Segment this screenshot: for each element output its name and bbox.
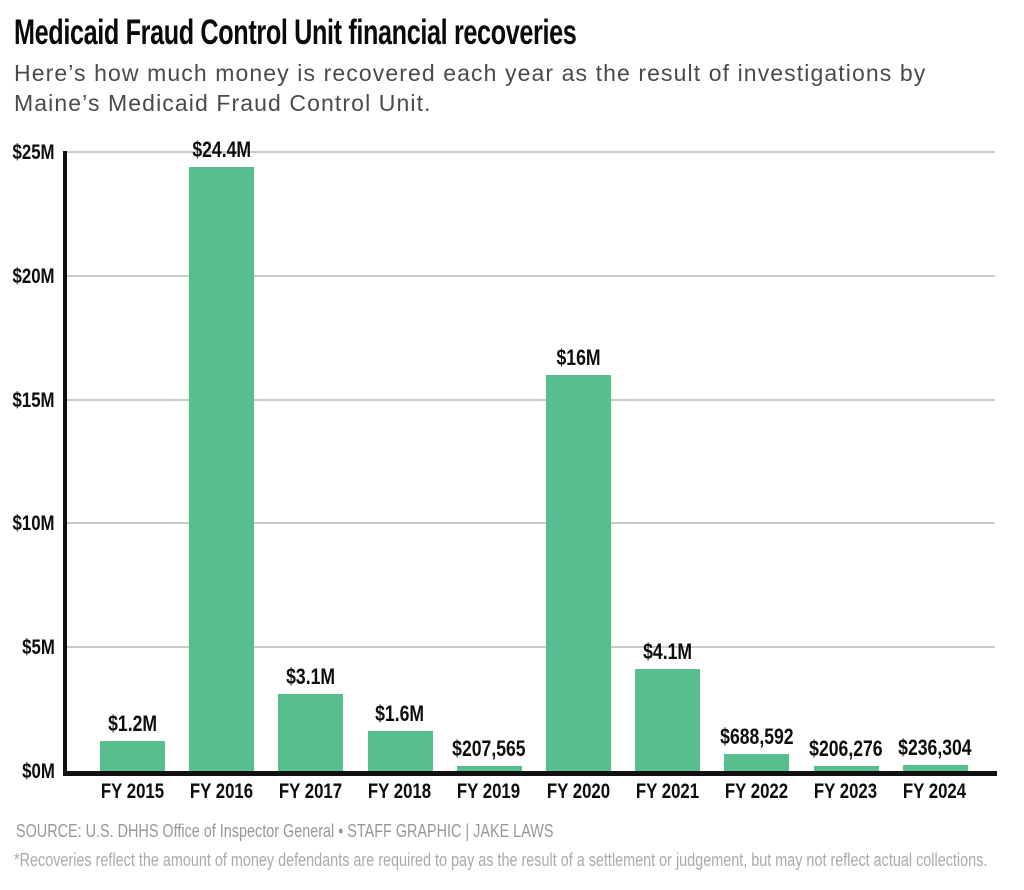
x-tick-label: FY 2021 [603, 780, 733, 804]
bar-value-label: $24.4M [137, 136, 307, 163]
bar-value-label: $1.6M [315, 700, 485, 727]
x-tick-label: FY 2024 [870, 780, 1000, 804]
x-tick-label: FY 2020 [514, 780, 644, 804]
x-tick-label: FY 2015 [68, 780, 198, 804]
bar-value-label: $16M [494, 344, 664, 371]
y-tick-text: $20M [12, 264, 55, 288]
y-tick-label: $0M [0, 759, 55, 784]
chart-subtitle: Here’s how much money is recovered each … [14, 60, 927, 116]
bar-value-text: $206,276 [809, 735, 883, 761]
bar-fy-2022 [724, 753, 789, 771]
y-tick-label: $25M [0, 140, 55, 165]
bar-value-text: $4.1M [643, 639, 693, 665]
x-axis [63, 771, 997, 776]
x-tick-text: FY 2020 [547, 780, 611, 803]
bar-value-text: $24.4M [192, 136, 252, 162]
bar-value-text: $3.1M [286, 664, 336, 690]
y-tick-label: $15M [0, 388, 55, 413]
bar-value-label: $207,565 [404, 735, 574, 762]
bar-fy-2023 [814, 765, 879, 771]
bar-value-label: $4.1M [583, 638, 753, 665]
y-tick-label: $10M [0, 511, 55, 536]
x-tick-text: FY 2021 [636, 780, 700, 803]
x-tick-text: FY 2015 [101, 780, 165, 803]
gridline-$25M [65, 151, 995, 153]
bar-value-label: $206,276 [761, 735, 931, 762]
gridline-$20M [65, 274, 995, 277]
source-line: SOURCE: U.S. DHHS Office of Inspector Ge… [16, 820, 1024, 842]
footnote-text: *Recoveries reflect the amount of money … [14, 850, 988, 870]
x-tick-text: FY 2022 [725, 780, 789, 803]
y-tick-text: $5M [22, 636, 55, 660]
bar-value-label: $688,592 [672, 723, 842, 750]
bar-fy-2018 [368, 731, 433, 771]
x-tick-text: FY 2023 [814, 780, 878, 803]
gridline-$5M [65, 646, 995, 649]
x-tick-label: FY 2019 [424, 780, 554, 804]
y-tick-label: $5M [0, 635, 55, 660]
bar-fy-2017 [278, 694, 343, 771]
bar-value-label: $236,304 [850, 734, 1020, 761]
bar-fy-2016 [189, 166, 254, 771]
y-tick-text: $15M [12, 388, 55, 412]
bar-value-text: $236,304 [898, 735, 972, 761]
bar-fy-2024 [903, 765, 968, 771]
bar-value-label: $3.1M [226, 663, 396, 690]
bar-fy-2019 [457, 765, 522, 771]
chart-title: Medicaid Fraud Control Unit financial re… [14, 12, 795, 54]
x-tick-label: FY 2022 [692, 780, 822, 804]
bar-value-text: $688,592 [720, 723, 794, 749]
x-tick-label: FY 2017 [246, 780, 376, 804]
source-text: SOURCE: U.S. DHHS Office of Inspector Ge… [16, 821, 554, 841]
y-tick-text: $25M [12, 141, 55, 164]
x-tick-text: FY 2019 [457, 780, 521, 803]
x-tick-text: FY 2024 [903, 780, 967, 803]
x-tick-label: FY 2018 [335, 780, 465, 804]
bar-fy-2021 [635, 669, 700, 771]
gridline-$10M [65, 522, 995, 525]
gridline-$15M [65, 398, 995, 401]
bar-value-label: $1.2M [48, 710, 218, 737]
x-tick-text: FY 2017 [279, 780, 343, 803]
bar-value-text: $16M [556, 344, 602, 370]
y-tick-text: $0M [22, 760, 55, 783]
bar-value-text: $207,565 [452, 735, 526, 761]
x-tick-label: FY 2023 [781, 780, 911, 804]
x-tick-label: FY 2016 [157, 780, 287, 804]
bar-fy-2020 [546, 374, 611, 771]
x-tick-text: FY 2016 [190, 780, 254, 803]
footnote-line: *Recoveries reflect the amount of money … [14, 849, 1024, 871]
y-axis [63, 151, 67, 776]
chart-title-text: Medicaid Fraud Control Unit financial re… [14, 13, 577, 52]
y-tick-label: $20M [0, 264, 55, 289]
bar-value-text: $1.2M [108, 711, 158, 737]
bar-fy-2015 [100, 741, 165, 771]
y-tick-text: $10M [12, 512, 55, 536]
bar-value-text: $1.6M [375, 701, 425, 727]
x-tick-text: FY 2018 [368, 780, 432, 803]
